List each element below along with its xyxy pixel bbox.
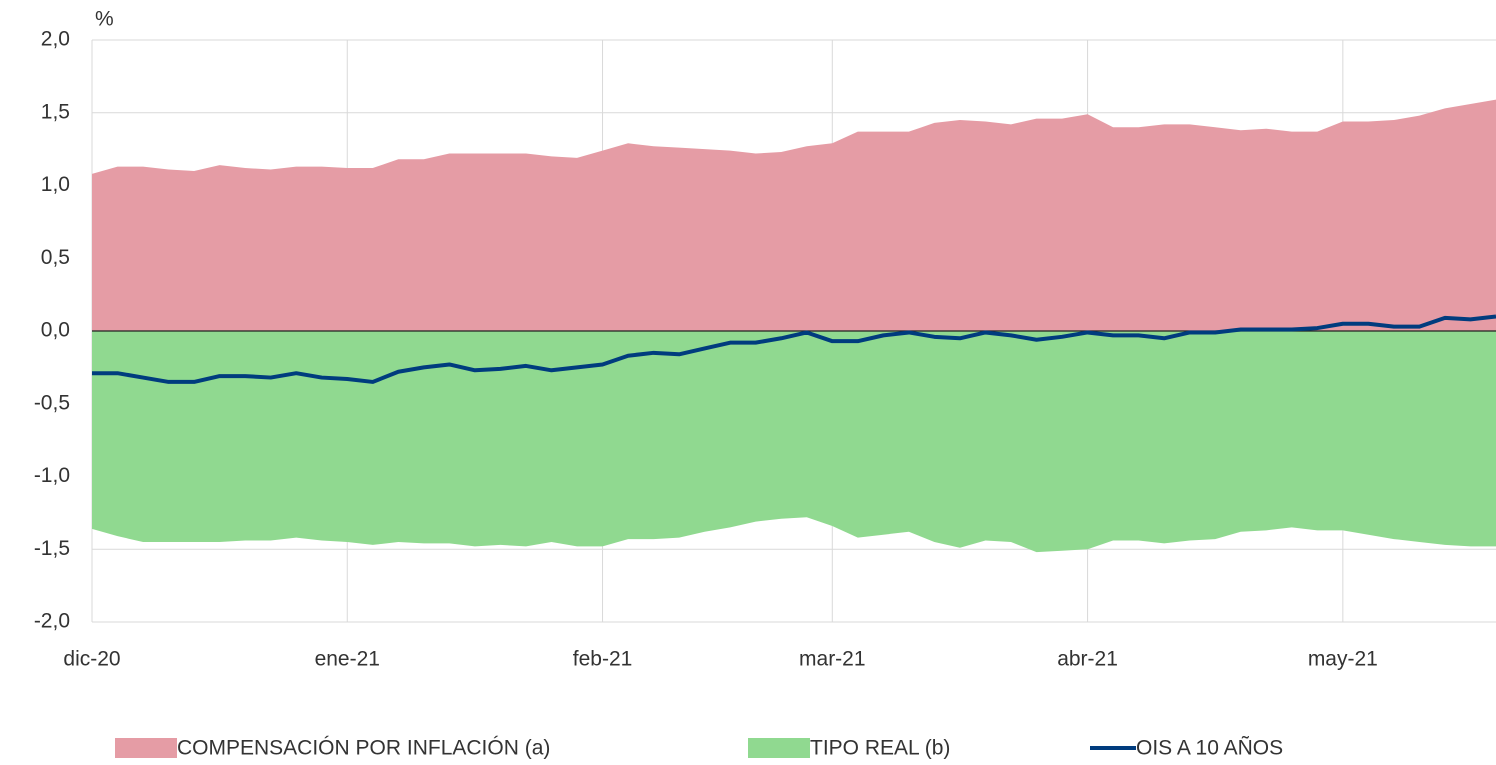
y-tick-label: 1,0: [41, 173, 70, 196]
x-tick-label: dic-20: [63, 648, 120, 671]
y-tick-label: 2,0: [41, 28, 70, 51]
x-tick-label: feb-21: [573, 648, 633, 671]
y-tick-label: -0,5: [34, 391, 70, 414]
area: [92, 331, 1496, 553]
x-tick-label: may-21: [1308, 648, 1378, 671]
legend-swatch: [748, 738, 810, 758]
x-tick-label: abr-21: [1057, 648, 1118, 671]
legend-label: TIPO REAL (b): [810, 737, 950, 760]
y-tick-label: -1,5: [34, 537, 70, 560]
legend-label: COMPENSACIÓN POR INFLACIÓN (a): [177, 737, 550, 760]
legend-swatch: [115, 738, 177, 758]
x-tick-label: mar-21: [799, 648, 866, 671]
y-tick-label: 0,5: [41, 246, 70, 269]
area: [92, 99, 1496, 331]
y-tick-label: 0,0: [41, 319, 70, 342]
y-tick-label: -1,0: [34, 464, 70, 487]
y-tick-label: -2,0: [34, 610, 70, 633]
y-tick-label: 1,5: [41, 100, 70, 123]
legend-label: OIS A 10 AÑOS: [1136, 736, 1283, 760]
line: [92, 314, 1496, 384]
y-unit: %: [95, 8, 114, 31]
x-tick-label: ene-21: [315, 648, 380, 671]
